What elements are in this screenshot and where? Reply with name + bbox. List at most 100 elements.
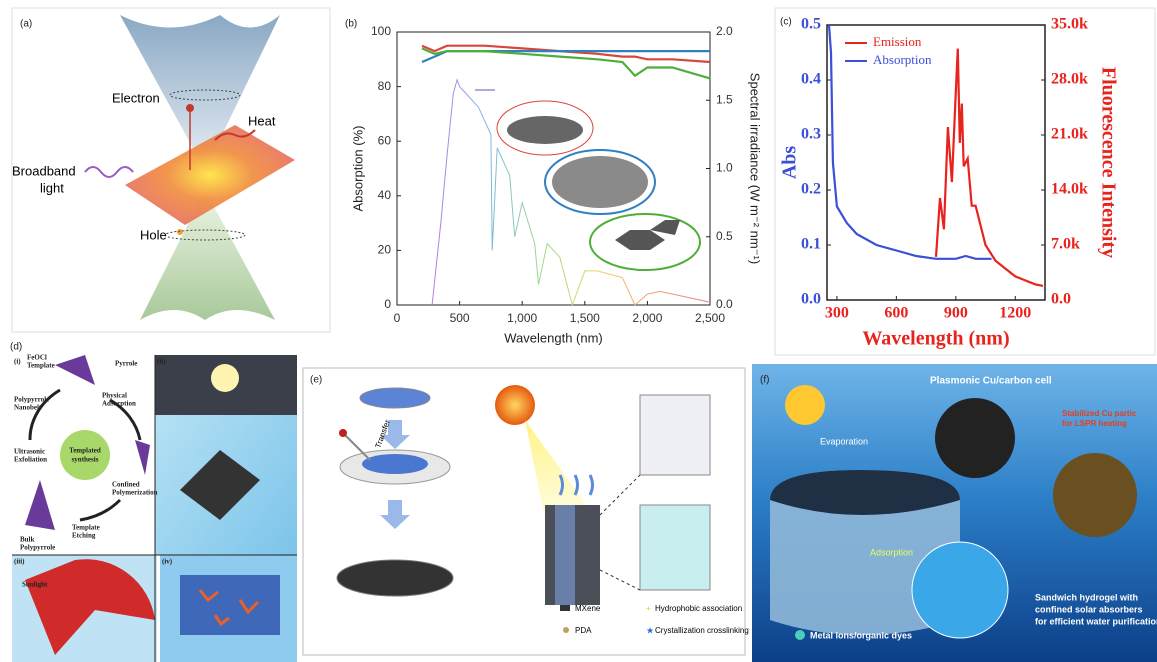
step-label: Bulk: [20, 536, 35, 544]
panel-label: (b): [345, 19, 357, 30]
absorber: [180, 575, 280, 635]
inset-image: [552, 156, 648, 208]
hydrogel-label: Sandwich hydrogel with: [1035, 592, 1138, 602]
sun: [785, 385, 825, 425]
cell-label: Plasmonic Cu/carbon cell: [930, 376, 1052, 387]
sub-label: (iii): [14, 558, 25, 566]
step-label: Confined: [112, 481, 140, 489]
y-tick-label: 80: [378, 79, 392, 93]
dish: [337, 560, 453, 596]
y-tick-label: 60: [378, 133, 392, 147]
electron-label: Electron: [112, 90, 160, 105]
step-label: Polymerization: [112, 489, 158, 497]
y-axis-label: Abs: [779, 146, 801, 180]
zoom-box: [640, 505, 710, 590]
panel-a: (a) Electron Heat Broadband light Hole: [12, 8, 330, 332]
legend-text: PDA: [575, 626, 592, 635]
y2-tick-label: 1.5: [716, 92, 733, 106]
y2-tick-label: 14.0k: [1051, 181, 1088, 198]
x-tick-label: 1,000: [507, 311, 537, 325]
sun: [211, 364, 239, 392]
y-tick-label: 0.5: [801, 16, 821, 33]
legend-icon: +: [646, 604, 651, 613]
step-label: Nanobelt: [14, 404, 42, 412]
y2-tick-label: 1.0: [716, 161, 733, 175]
dish: [360, 388, 430, 408]
y2-tick-label: 7.0k: [1051, 236, 1080, 253]
x-axis-label: Wavelength (nm): [862, 328, 1009, 350]
panel-label: (d): [10, 342, 22, 353]
figure: (a) Electron Heat Broadband light Hole (…: [0, 0, 1157, 662]
legend-text: Crystallization crosslinking: [655, 626, 749, 635]
legend-icon: ★: [646, 625, 654, 635]
step-label: Physical: [102, 392, 127, 400]
center-label: synthesis: [72, 456, 99, 464]
pipette-tip: [339, 429, 347, 437]
x-axis-label: Wavelength (nm): [504, 330, 603, 345]
legend-text: Hydrophobic association: [655, 604, 742, 613]
step-label: Template: [72, 524, 100, 532]
sun: [495, 385, 535, 425]
electron-dot: [186, 104, 194, 112]
particles-label: for LSPR heating: [1062, 419, 1127, 428]
step-label: Etching: [72, 532, 96, 540]
hydrogel-label: confined solar absorbers: [1035, 604, 1143, 614]
hydrogel-label: for efficient water purification: [1035, 616, 1157, 626]
light-label: light: [40, 180, 64, 195]
zoom-box: [640, 395, 710, 475]
hole-dot: [177, 229, 183, 235]
x-tick-label: 0: [394, 311, 401, 325]
legend-text: MXene: [575, 604, 601, 613]
y-tick-label: 0.1: [801, 236, 821, 253]
light-label: Broadband: [12, 163, 76, 178]
x-tick-label: 1200: [999, 305, 1031, 322]
x-tick-label: 500: [450, 311, 470, 325]
step-label: Polypyrrole: [14, 396, 49, 404]
y2-tick-label: 21.0k: [1051, 126, 1088, 143]
step-label: Adsorption: [102, 400, 136, 408]
x-tick-label: 1,500: [570, 311, 600, 325]
y2-tick-label: 0.5: [716, 229, 733, 243]
sub-label: (ii): [157, 358, 166, 366]
carbon-sphere: [935, 398, 1015, 478]
y2-tick-label: 0.0: [1051, 291, 1071, 308]
legend-icon: [560, 605, 570, 611]
heat-label: Heat: [248, 113, 276, 128]
legend-icon: [563, 627, 569, 633]
y2-tick-label: 2.0: [716, 24, 733, 38]
x-tick-label: 600: [884, 305, 908, 322]
y2-tick-label: 28.0k: [1051, 71, 1088, 88]
step-label: Template: [27, 362, 55, 370]
panel-label: (c): [780, 17, 792, 28]
y-axis-label: Absorption (%): [350, 126, 365, 212]
y-tick-label: 0: [384, 297, 391, 311]
step-label: Ultrasonic: [14, 448, 45, 456]
sub-label: (i): [14, 358, 21, 366]
step-label: FeOCl: [27, 354, 47, 362]
column-core: [555, 505, 575, 605]
step-label: Exfoliation: [14, 456, 47, 464]
y-tick-label: 40: [378, 188, 392, 202]
legend-label: Emission: [873, 34, 922, 49]
panel-f: (f) Plasmonic Cu/carbon cell Stabilized …: [752, 364, 1157, 662]
x-tick-label: 900: [944, 305, 968, 322]
cu-sphere: [1053, 453, 1137, 537]
x-tick-label: 2,000: [632, 311, 662, 325]
center-label: Templated: [69, 447, 101, 455]
y-tick-label: 0.4: [801, 71, 821, 88]
x-tick-label: 300: [825, 305, 849, 322]
sunlight-label: Sunlight: [22, 581, 48, 589]
legend-label: Absorption: [873, 52, 932, 67]
panel-label: (a): [20, 19, 32, 30]
evaporation-label: Evaporation: [820, 436, 868, 446]
y-tick-label: 100: [371, 24, 391, 38]
y2-axis-label: Fluorescence Intensity: [1097, 67, 1119, 258]
ion: [795, 630, 805, 640]
adsorption-label: Adsorption: [870, 547, 913, 557]
x-tick-label: 2,500: [695, 311, 725, 325]
sub-label: (iv): [162, 558, 173, 566]
panel-label: (f): [760, 375, 769, 386]
y2-tick-label: 35.0k: [1051, 16, 1088, 33]
panel-label: (e): [310, 375, 322, 386]
y-tick-label: 0.3: [801, 126, 821, 143]
